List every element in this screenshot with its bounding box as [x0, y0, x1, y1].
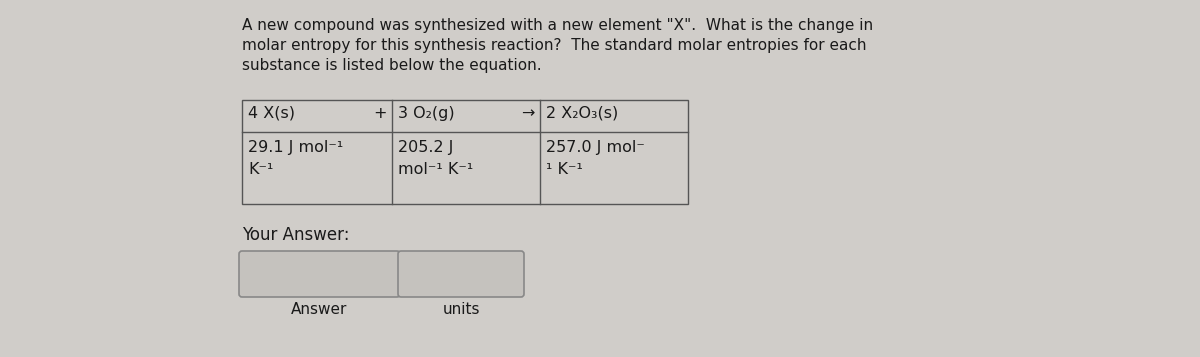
Text: 3 O₂(g): 3 O₂(g) — [398, 106, 455, 121]
Text: A new compound was synthesized with a new element "X".  What is the change in: A new compound was synthesized with a ne… — [242, 18, 874, 33]
Text: substance is listed below the equation.: substance is listed below the equation. — [242, 58, 541, 73]
Text: Answer: Answer — [292, 302, 348, 317]
Text: 2 X₂O₃(s): 2 X₂O₃(s) — [546, 106, 618, 121]
Text: ¹ K⁻¹: ¹ K⁻¹ — [546, 162, 583, 177]
Text: 257.0 J mol⁻: 257.0 J mol⁻ — [546, 140, 644, 155]
Text: 29.1 J mol⁻¹: 29.1 J mol⁻¹ — [248, 140, 343, 155]
Text: K⁻¹: K⁻¹ — [248, 162, 274, 177]
FancyBboxPatch shape — [398, 251, 524, 297]
Bar — [242, 100, 688, 204]
Text: 4 X(s): 4 X(s) — [248, 106, 295, 121]
FancyBboxPatch shape — [239, 251, 400, 297]
Text: units: units — [443, 302, 480, 317]
Text: →: → — [521, 106, 535, 121]
Text: mol⁻¹ K⁻¹: mol⁻¹ K⁻¹ — [398, 162, 473, 177]
Text: Your Answer:: Your Answer: — [242, 226, 349, 244]
Text: molar entropy for this synthesis reaction?  The standard molar entropies for eac: molar entropy for this synthesis reactio… — [242, 38, 866, 53]
Text: +: + — [373, 106, 386, 121]
Text: 205.2 J: 205.2 J — [398, 140, 454, 155]
